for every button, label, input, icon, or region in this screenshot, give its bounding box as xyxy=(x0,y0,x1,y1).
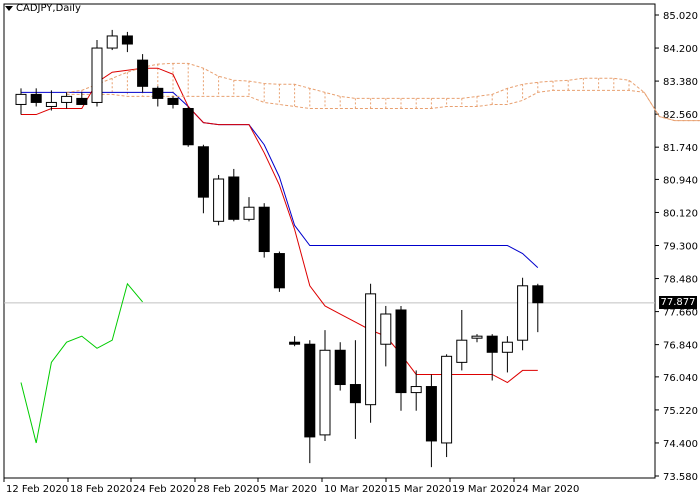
candle-body xyxy=(532,285,544,304)
candle-body xyxy=(45,101,57,107)
y-tick-label: 75.220 xyxy=(663,406,698,417)
x-tick-label: 24 Mar 2020 xyxy=(516,484,579,495)
candle-body xyxy=(167,97,179,105)
current-price-label: 77.877 xyxy=(659,296,697,309)
y-tick-label: 74.400 xyxy=(663,439,698,450)
chart-title: CADJPY,Daily xyxy=(5,3,81,14)
y-tick-label: 79.300 xyxy=(663,242,698,253)
series-line-1 xyxy=(21,67,538,384)
y-tick-label: 80.120 xyxy=(663,208,698,219)
candle-body xyxy=(197,146,209,198)
candle-body xyxy=(319,349,331,436)
y-tick-label: 76.840 xyxy=(663,341,698,352)
candle-body xyxy=(137,59,149,87)
y-tick-label: 85.020 xyxy=(663,11,698,22)
candle-body xyxy=(243,206,255,220)
candle-body xyxy=(380,313,392,345)
dropdown-triangle-icon[interactable] xyxy=(5,6,13,11)
candle-body xyxy=(289,341,301,345)
x-tick-label: 15 Mar 2020 xyxy=(388,484,451,495)
y-tick-label: 76.040 xyxy=(663,373,698,384)
series-line-0 xyxy=(21,91,539,269)
x-tick-label: 28 Feb 2020 xyxy=(197,484,259,495)
x-tick-label: 24 Feb 2020 xyxy=(133,484,195,495)
series-line-2 xyxy=(20,282,143,444)
series-line-3 xyxy=(66,62,700,122)
candle-body xyxy=(486,335,498,353)
candle-body xyxy=(15,93,27,105)
candle-body xyxy=(182,107,194,146)
candle-body xyxy=(517,285,529,341)
plot-frame xyxy=(3,3,656,479)
y-tick-label: 84.200 xyxy=(663,44,698,55)
candle-body xyxy=(425,386,437,442)
candle-body xyxy=(471,335,483,339)
y-tick-label: 81.740 xyxy=(663,143,698,154)
candle-body xyxy=(395,309,407,394)
y-tick-label: 83.380 xyxy=(663,77,698,88)
candle-body xyxy=(91,47,103,103)
candle-body xyxy=(258,206,270,253)
candle-body xyxy=(121,35,133,45)
candle-body xyxy=(30,93,42,103)
y-tick-label: 78.480 xyxy=(663,275,698,286)
x-tick-label: 12 Feb 2020 xyxy=(6,484,68,495)
candle-body xyxy=(456,339,468,363)
candle-body xyxy=(213,178,225,222)
candle-body xyxy=(304,343,316,438)
y-tick-label: 82.560 xyxy=(663,110,698,121)
y-tick-label: 80.940 xyxy=(663,175,698,186)
candle-body xyxy=(501,341,513,353)
candle-body xyxy=(152,87,164,99)
candle-body xyxy=(228,176,240,220)
y-tick-label: 77.660 xyxy=(663,308,698,319)
x-tick-label: 19 Mar 2020 xyxy=(452,484,515,495)
candle-body xyxy=(334,349,346,386)
x-tick-label: 18 Feb 2020 xyxy=(70,484,132,495)
candle-body xyxy=(441,355,453,444)
candle-body xyxy=(349,384,361,404)
candle-body xyxy=(76,97,88,105)
candle-body xyxy=(365,293,377,406)
y-tick-label: 73.580 xyxy=(663,472,698,483)
candle-body xyxy=(106,35,118,49)
candle-body xyxy=(61,95,73,103)
candle-body xyxy=(410,386,422,394)
x-tick-label: 10 Mar 2020 xyxy=(324,484,387,495)
symbol-label: CADJPY,Daily xyxy=(16,3,81,14)
candle-body xyxy=(273,253,285,289)
x-tick-label: 5 Mar 2020 xyxy=(260,484,317,495)
